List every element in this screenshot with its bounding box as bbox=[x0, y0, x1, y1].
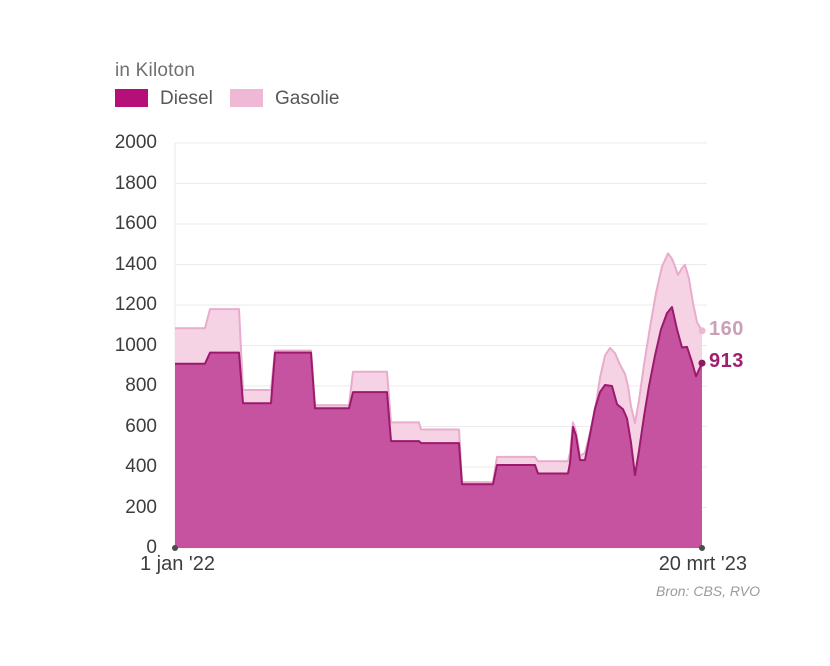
y-tick-label: 1800 bbox=[114, 172, 157, 194]
legend-label-gasolie: Gasolie bbox=[275, 88, 340, 109]
y-tick-label: 1600 bbox=[114, 213, 157, 234]
y-tick-label: 600 bbox=[125, 415, 157, 437]
diesel-end-dot bbox=[698, 359, 706, 367]
x-axis-start-dot bbox=[172, 545, 178, 551]
gasolie-line bbox=[175, 252, 703, 484]
legend-label-diesel: Diesel bbox=[160, 88, 213, 109]
end-value-gasolie: 160 bbox=[709, 317, 744, 340]
end-value-diesel: 913 bbox=[709, 350, 744, 373]
y-tick-label: 1200 bbox=[114, 294, 157, 315]
legend-swatch-gasolie bbox=[230, 89, 263, 107]
y-tick-label: 800 bbox=[125, 375, 157, 396]
x-axis-end-dot bbox=[699, 545, 705, 551]
legend-swatch-diesel bbox=[115, 89, 148, 107]
y-tick-label: 0 bbox=[146, 537, 157, 558]
y-tick-label: 1000 bbox=[114, 334, 157, 356]
y-tick-label: 400 bbox=[125, 456, 157, 477]
y-tick-label: 2000 bbox=[114, 132, 157, 153]
x-axis-label-start: 1 jan '22 bbox=[140, 553, 215, 575]
gasolie-end-dot bbox=[698, 327, 706, 335]
x-axis-label-end: 20 mrt '23 bbox=[658, 553, 747, 575]
diesel-area bbox=[175, 307, 702, 548]
y-tick-label: 200 bbox=[125, 496, 157, 518]
source-credit: Bron: CBS, RVO bbox=[655, 583, 760, 599]
y-tick-label: 1400 bbox=[114, 253, 157, 275]
diesel-line bbox=[175, 306, 703, 486]
chart-title: in Kiloton bbox=[115, 60, 196, 81]
